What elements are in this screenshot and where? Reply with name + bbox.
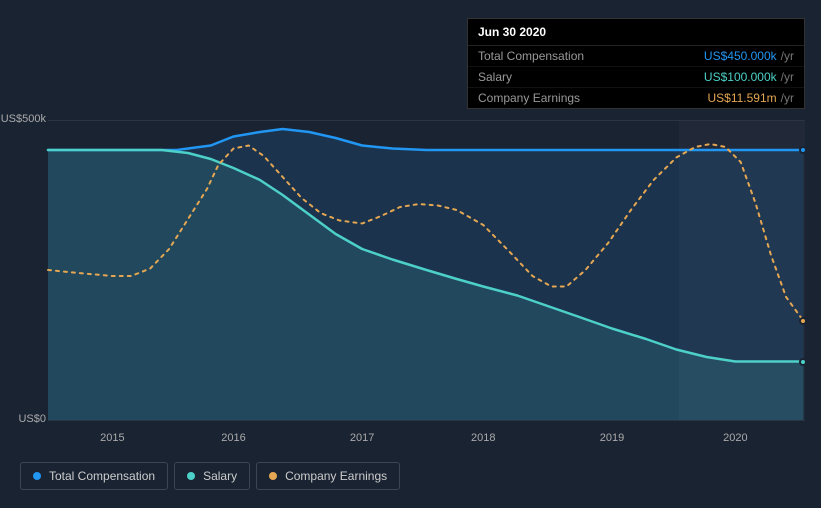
x-axis-label: 2017 <box>350 432 374 444</box>
x-axis-label: 2019 <box>600 432 624 444</box>
tooltip-row: Total CompensationUS$450.000k/yr <box>468 46 804 67</box>
series-end-marker <box>799 317 807 325</box>
tooltip-row-value: US$100.000k <box>704 70 777 84</box>
tooltip-row: SalaryUS$100.000k/yr <box>468 67 804 88</box>
y-axis-label: US$0 <box>18 413 46 425</box>
legend-dot-icon <box>269 472 277 480</box>
compensation-chart: US$500k US$0 2015 2016 2017 2018 2019 2020 <box>0 100 821 450</box>
x-axis-label: 2015 <box>100 432 124 444</box>
tooltip-row-unit: /yr <box>781 70 794 84</box>
legend-label: Company Earnings <box>285 469 387 483</box>
tooltip-row-label: Company Earnings <box>478 91 708 105</box>
series-end-marker <box>799 358 807 366</box>
legend-label: Salary <box>203 469 237 483</box>
legend-dot-icon <box>187 472 195 480</box>
legend-item[interactable]: Total Compensation <box>20 462 168 490</box>
tooltip-row-label: Total Compensation <box>478 49 704 63</box>
tooltip-row-unit: /yr <box>781 49 794 63</box>
legend-item[interactable]: Salary <box>174 462 250 490</box>
x-axis-label: 2018 <box>471 432 495 444</box>
series-end-marker <box>799 146 807 154</box>
chart-legend: Total Compensation Salary Company Earnings <box>20 462 400 490</box>
tooltip-row-value: US$11.591m <box>708 91 777 105</box>
chart-tooltip: Jun 30 2020 Total CompensationUS$450.000… <box>467 18 805 109</box>
tooltip-row: Company EarningsUS$11.591m/yr <box>468 88 804 108</box>
tooltip-row-label: Salary <box>478 70 704 84</box>
x-axis-label: 2020 <box>723 432 747 444</box>
tooltip-row-value: US$450.000k <box>704 49 777 63</box>
legend-item[interactable]: Company Earnings <box>256 462 400 490</box>
tooltip-date: Jun 30 2020 <box>468 19 804 46</box>
y-axis-label: US$500k <box>1 113 46 125</box>
legend-label: Total Compensation <box>49 469 155 483</box>
x-axis-label: 2016 <box>221 432 245 444</box>
legend-dot-icon <box>33 472 41 480</box>
tooltip-row-unit: /yr <box>781 91 794 105</box>
